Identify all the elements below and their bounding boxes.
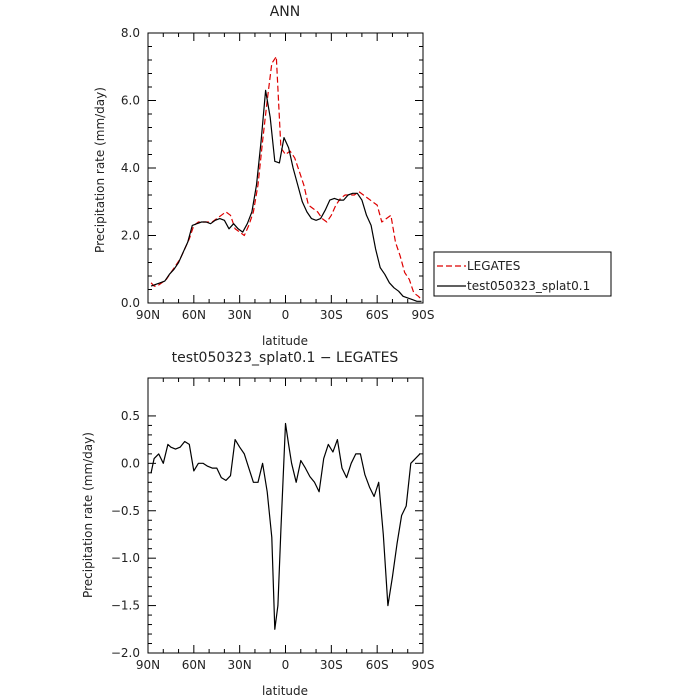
top-y-ticks: 0.0 2.0 4.0 6.0 8.0 bbox=[121, 26, 423, 310]
bottom-chart-title: test050323_splat0.1 − LEGATES bbox=[172, 350, 399, 366]
bottom-y-ticks: 0.5 0.0 −0.5 −1.0 −1.5 −2.0 bbox=[111, 409, 423, 660]
bottom-y-tick-label: −2.0 bbox=[111, 646, 140, 660]
bottom-panel: test050323_splat0.1 − LEGATES 0.5 0.0 −0.5… bbox=[81, 350, 434, 698]
top-series-line-legates bbox=[150, 55, 422, 301]
top-x-tick-label: 60S bbox=[366, 308, 389, 322]
bottom-x-tick-label: 60N bbox=[182, 658, 206, 672]
bottom-x-tick-label: 60S bbox=[366, 658, 389, 672]
top-chart-title: ANN bbox=[270, 4, 301, 20]
bottom-x-tick-label: 90S bbox=[412, 658, 435, 672]
bottom-y-tick-label: 0.0 bbox=[121, 456, 140, 470]
top-plot-frame bbox=[147, 32, 424, 304]
top-y-tick-label: 8.0 bbox=[121, 26, 140, 40]
top-x-tick-label: 90N bbox=[136, 308, 160, 322]
bottom-x-tick-label: 0 bbox=[282, 658, 290, 672]
bottom-y-axis-label: Precipitation rate (mm/day) bbox=[81, 432, 95, 598]
legend-label-legates: LEGATES bbox=[467, 259, 520, 273]
bottom-y-tick-label: 0.5 bbox=[121, 409, 140, 423]
bottom-x-ticks: 90N 60N 30N 0 30S 60S 90S bbox=[136, 378, 435, 672]
top-series-group bbox=[150, 55, 422, 302]
bottom-y-tick-label: −0.5 bbox=[111, 504, 140, 518]
top-y-tick-label: 2.0 bbox=[121, 229, 140, 243]
top-x-tick-label: 30S bbox=[320, 308, 343, 322]
bottom-x-tick-label: 30S bbox=[320, 658, 343, 672]
bottom-series-group bbox=[150, 422, 421, 630]
top-x-tick-label: 90S bbox=[412, 308, 435, 322]
top-x-tick-label: 60N bbox=[182, 308, 206, 322]
bottom-y-tick-label: −1.5 bbox=[111, 599, 140, 613]
top-x-axis-label: latitude bbox=[262, 334, 308, 348]
top-panel: ANN 0.02.04.06.08.0 90N 60N 30N 0 30S 60S 90S … bbox=[93, 4, 434, 348]
top-y-tick-label: 4.0 bbox=[121, 161, 140, 175]
top-x-tick-label: 30N bbox=[228, 308, 252, 322]
top-y-tick-label: 0.0 bbox=[121, 296, 140, 310]
legend-label-test: test050323_splat0.1 bbox=[467, 279, 590, 293]
legend-box bbox=[433, 251, 612, 297]
bottom-x-tick-label: 90N bbox=[136, 658, 160, 672]
top-series-line-test050323-splat0-1 bbox=[150, 89, 422, 302]
top-x-ticks: 90N 60N 30N 0 30S 60S 90S bbox=[136, 33, 435, 322]
bottom-x-axis-label: latitude bbox=[262, 684, 308, 698]
top-y-axis-label: Precipitation rate (mm/day) bbox=[93, 87, 107, 253]
bottom-x-tick-label: 30N bbox=[228, 658, 252, 672]
top-x-tick-label: 0 bbox=[282, 308, 290, 322]
bottom-y-tick-label: −1.0 bbox=[111, 551, 140, 565]
legend: LEGATES test050323_splat0.1 bbox=[433, 251, 612, 297]
top-y-tick-label: 6.0 bbox=[121, 94, 140, 108]
bottom-series-line-difference bbox=[150, 422, 421, 630]
